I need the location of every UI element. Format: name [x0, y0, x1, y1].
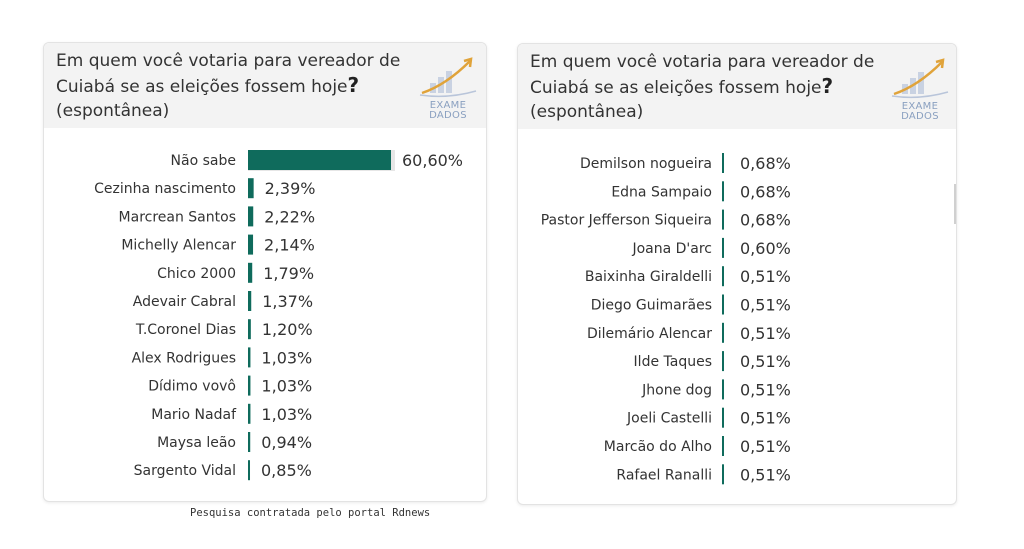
bar: [722, 153, 724, 173]
value-label: 1,03%: [261, 405, 312, 424]
value-label: 0,51%: [740, 267, 791, 286]
bar: [248, 291, 252, 311]
value-label: 1,03%: [261, 377, 312, 396]
category-label: Joana D'arc: [631, 241, 712, 257]
bar: [722, 294, 724, 315]
bar-chart-left: Não sabe 60,60% Cezinha nascimento 2,39% Mar…: [94, 150, 463, 481]
category-label: Joeli Castelli: [626, 411, 712, 427]
category-label: Diego Guimarães: [591, 298, 712, 314]
value-label: 2,39%: [265, 179, 316, 198]
chart-title: Em quem você votaria para vereador de Cu…: [530, 50, 890, 124]
bar: [248, 432, 251, 452]
category-label: T.Coronel Dias: [135, 322, 236, 338]
bar: [722, 464, 724, 485]
logo-text-line1: EXAME: [901, 101, 939, 112]
bar: [248, 178, 254, 199]
bar: [248, 375, 251, 396]
category-label: Adevair Cabral: [133, 294, 236, 310]
bar-chart-right: Demilson nogueira 0,68% Edna Sampaio 0,68% P…: [541, 153, 791, 485]
chart-panel-left: Em quem você votaria para vereador de Cu…: [43, 42, 487, 502]
value-label: 0,68%: [740, 182, 791, 201]
category-label: Marcão do Alho: [604, 439, 712, 455]
panel-header: Em quem você votaria para vereador de Cu…: [518, 44, 956, 129]
bar: [722, 322, 724, 343]
bar: [722, 181, 724, 202]
chart-title-text: Em quem você votaria para vereador de Cu…: [56, 51, 401, 97]
bar: [722, 379, 724, 400]
chart-subtitle: (espontânea): [56, 101, 170, 121]
category-label: Rafael Ranalli: [616, 467, 712, 483]
category-label: Jhone dog: [641, 382, 712, 398]
value-label: 0,60%: [740, 239, 791, 258]
chart-title: Em quem você votaria para vereador de Cu…: [56, 49, 416, 123]
logo-text-line2: DADOS: [429, 110, 467, 121]
value-label: 1,20%: [262, 320, 313, 339]
bar: [248, 234, 254, 255]
value-label: 1,79%: [263, 264, 314, 283]
bar: [722, 407, 724, 428]
bar: [248, 460, 251, 481]
value-label: 0,51%: [740, 465, 791, 484]
chart-subtitle: (espontânea): [530, 102, 644, 122]
value-label: 0,68%: [740, 154, 791, 173]
panel-header: Em quem você votaria para vereador de Cu…: [44, 43, 486, 128]
value-label: 0,51%: [740, 409, 791, 428]
value-label: 0,94%: [261, 433, 312, 452]
scrollbar[interactable]: [954, 184, 956, 224]
value-label: 0,51%: [740, 437, 791, 456]
value-label: 2,14%: [264, 236, 315, 255]
bar: [248, 206, 254, 227]
logo-text-line2: DADOS: [901, 111, 939, 122]
bar: [722, 351, 724, 372]
logo-graph-icon: [419, 57, 477, 98]
title-question-mark: ?: [821, 74, 834, 98]
category-label: Chico 2000: [157, 266, 236, 282]
chart-panel-right: Em quem você votaria para vereador de Cu…: [517, 43, 957, 505]
category-label: Mario Nadaf: [151, 407, 237, 423]
value-label: 0,51%: [740, 380, 791, 399]
bar: [248, 347, 251, 368]
title-question-mark: ?: [347, 73, 360, 97]
logo-graph-icon: [891, 58, 949, 99]
bar: [248, 150, 391, 170]
value-label: 1,03%: [261, 348, 312, 367]
category-label: Dilemário Alencar: [587, 326, 712, 342]
category-label: Baixinha Giraldelli: [585, 269, 712, 285]
exame-dados-logo: EXAME DADOS: [890, 56, 950, 126]
category-label: Não sabe: [171, 153, 236, 169]
bar: [248, 262, 253, 283]
category-label: Sargento Vidal: [134, 463, 236, 479]
category-label: Ilde Taques: [634, 354, 712, 370]
chart-title-text: Em quem você votaria para vereador de Cu…: [530, 52, 875, 98]
value-label: 0,85%: [261, 461, 312, 480]
logo-text-line1: EXAME: [429, 100, 467, 111]
category-label: Maysa leão: [157, 435, 236, 451]
exame-dados-logo: EXAME DADOS: [418, 55, 478, 125]
category-label: Marcrean Santos: [119, 209, 236, 225]
value-label: 0,51%: [740, 352, 791, 371]
value-label: 0,68%: [740, 211, 791, 230]
category-label: Alex Rodrigues: [132, 350, 236, 366]
source-footnote: Pesquisa contratada pelo portal Rdnews: [190, 507, 431, 519]
value-label: 60,60%: [402, 151, 463, 170]
category-label: Michelly Alencar: [121, 238, 236, 254]
value-label: 0,51%: [740, 324, 791, 343]
value-label: 1,37%: [262, 292, 313, 311]
bar: [722, 266, 724, 287]
bar: [722, 237, 724, 258]
category-label: Pastor Jefferson Siqueira: [541, 213, 712, 229]
value-label: 0,51%: [740, 296, 791, 315]
category-label: Dídimo vovô: [148, 379, 236, 395]
category-label: Demilson nogueira: [580, 156, 712, 172]
bar: [722, 209, 724, 230]
category-label: Edna Sampaio: [611, 184, 712, 200]
bar: [248, 319, 251, 340]
value-label: 2,22%: [264, 207, 315, 226]
bar: [248, 403, 251, 424]
category-label: Cezinha nascimento: [94, 181, 236, 197]
bar: [722, 436, 724, 456]
